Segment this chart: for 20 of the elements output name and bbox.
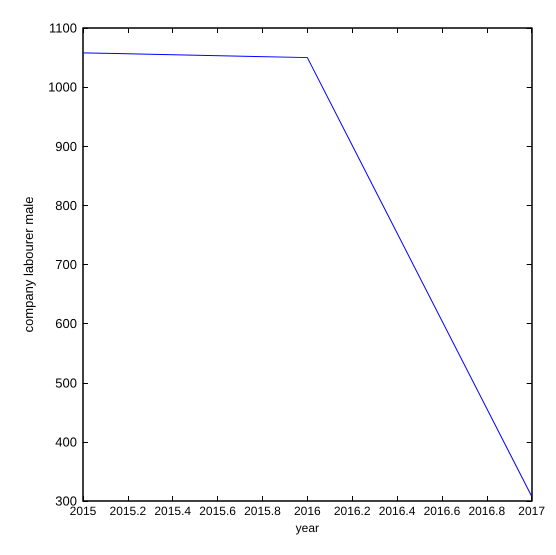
y-tick-label: 400 (55, 434, 77, 450)
x-tick-label: 2015.4 (154, 504, 192, 518)
x-tick-label: 2015.8 (244, 504, 282, 518)
y-tick-label: 600 (55, 316, 77, 332)
y-tick-label: 1000 (48, 80, 77, 95)
x-tick-label: 2015.6 (199, 504, 236, 518)
y-tick-label: 700 (55, 257, 77, 272)
x-tick-label: 2016.2 (334, 504, 371, 518)
y-tick-label: 500 (55, 375, 77, 390)
x-axis-title: year (296, 520, 319, 535)
x-tick-label: 2016.4 (378, 504, 416, 518)
x-tick-label: 2017 (518, 504, 546, 518)
y-tick-label: 800 (55, 198, 77, 213)
x-tick-label: 2016.8 (468, 504, 506, 518)
y-axis-title: company labourer male (21, 196, 36, 332)
x-tick-label: 2016.6 (424, 504, 461, 518)
x-tick-label: 2016 (294, 504, 321, 518)
y-tick-label: 900 (55, 138, 77, 154)
y-tick-label: 1100 (49, 20, 77, 36)
x-tick-label: 2015.2 (110, 504, 147, 518)
